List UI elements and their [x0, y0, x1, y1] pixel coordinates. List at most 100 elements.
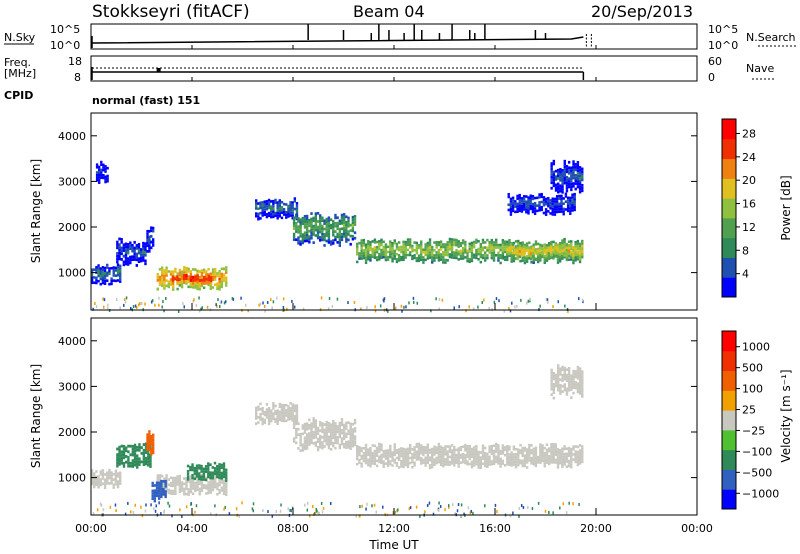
velocity-cell: [351, 436, 355, 440]
power-cell-noise: [216, 304, 218, 308]
velocity-cell: [316, 448, 320, 452]
velocity-cell: [285, 414, 288, 417]
power-cell: [581, 242, 584, 245]
velocity-cell: [446, 452, 449, 456]
velocity-cell-noise: [321, 510, 324, 514]
power-cell: [301, 238, 304, 242]
power-cell: [90, 276, 94, 279]
velocity-cell: [95, 470, 98, 473]
power-cell: [129, 255, 132, 259]
power-cell: [552, 178, 556, 182]
power-cell: [551, 197, 554, 201]
power-cell: [225, 284, 228, 287]
power-cell: [327, 235, 331, 239]
velocity-cell: [561, 447, 564, 451]
power-cell: [189, 278, 193, 282]
velocity-cell-noise: [280, 503, 282, 507]
power-cell: [553, 210, 557, 214]
power-cell-noise: [441, 298, 444, 302]
power-cell: [183, 271, 186, 274]
velocity-cell: [356, 455, 359, 458]
power-cell: [308, 240, 311, 244]
power-cell: [308, 224, 311, 228]
velocity-cell: [406, 447, 410, 451]
velocity-cell: [211, 478, 215, 481]
velocity-cell: [282, 406, 286, 410]
velocity-cell: [200, 473, 204, 477]
velocity-cell: [448, 460, 452, 464]
velocity-cell: [477, 455, 480, 459]
power-cell: [578, 182, 582, 186]
power-cell: [349, 223, 352, 227]
velocity-cell: [433, 458, 436, 461]
power-cell: [139, 250, 143, 254]
power-cell: [393, 241, 396, 245]
velocity-cell: [510, 451, 513, 454]
power-cell: [213, 267, 217, 271]
velocity-cell: [483, 451, 487, 455]
velocity-cell: [581, 375, 584, 379]
velocity-cell: [303, 436, 307, 440]
velocity-cell: [532, 460, 535, 463]
velocity-cell-noise: [241, 501, 243, 505]
power-cell-noise: [259, 302, 262, 306]
power-cell: [559, 184, 562, 188]
power-cell: [509, 243, 513, 246]
power-cell: [207, 283, 210, 286]
velocity-cell: [428, 464, 432, 467]
power-cell: [353, 217, 357, 221]
power-cell: [512, 241, 516, 245]
power-cell: [581, 239, 584, 243]
power-cell: [351, 237, 355, 241]
velocity-cell: [572, 391, 575, 395]
power-cell: [572, 171, 575, 174]
velocity-cell: [356, 447, 359, 451]
velocity-cell: [565, 373, 569, 377]
velocity-cell: [120, 444, 123, 448]
velocity-cell: [530, 451, 533, 455]
velocity-cell: [528, 454, 531, 457]
velocity-cell: [127, 461, 130, 465]
power-cell: [555, 197, 559, 201]
velocity-cell: [345, 440, 348, 444]
velocity-cell: [404, 453, 407, 457]
power-cell: [310, 231, 313, 235]
velocity-cell: [576, 463, 580, 467]
velocity-cell: [202, 470, 205, 473]
power-cell: [550, 186, 553, 190]
power-cell: [99, 275, 102, 278]
velocity-cell: [552, 453, 555, 456]
power-cell: [581, 244, 584, 248]
power-cell: [301, 241, 304, 245]
power-cell: [267, 206, 271, 210]
power-cell: [525, 242, 529, 245]
velocity-cell: [342, 442, 346, 446]
velocity-cell: [450, 449, 454, 452]
velocity-cell: [122, 444, 126, 448]
power-cell: [559, 167, 562, 171]
power-cell: [459, 249, 463, 253]
velocity-cell: [292, 426, 296, 430]
velocity-cell: [116, 480, 120, 483]
velocity-cell-noise: [537, 501, 540, 505]
power-cell: [150, 234, 153, 238]
power-cell: [305, 236, 309, 240]
velocity-cell: [510, 456, 513, 460]
velocity-cell: [278, 405, 282, 409]
velocity-cell: [287, 407, 290, 411]
velocity-cell: [448, 463, 452, 466]
power-cell: [351, 226, 355, 230]
power-cell-noise: [183, 305, 185, 309]
velocity-cell: [285, 419, 288, 423]
velocity-cell: [519, 461, 522, 465]
power-cell: [570, 258, 573, 261]
power-cell: [358, 241, 361, 245]
x-tick-label: 00:00: [75, 522, 107, 535]
velocity-cell: [375, 449, 379, 452]
velocity-cell: [574, 458, 577, 461]
power-cell: [475, 238, 478, 242]
power-cell: [345, 229, 348, 232]
velocity-cell: [539, 453, 542, 457]
velocity-cell: [334, 435, 337, 439]
velocity-cell: [565, 455, 569, 458]
